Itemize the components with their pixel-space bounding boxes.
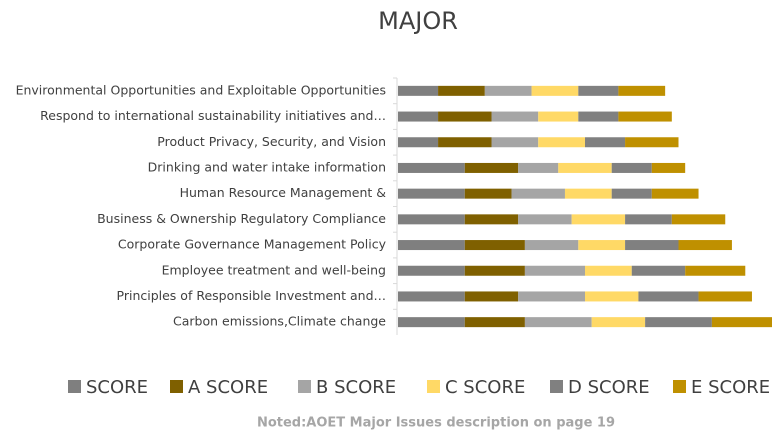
bar-segment: [464, 265, 525, 276]
legend-label: B SCORE: [316, 377, 396, 398]
note: Noted:AOET Major Issues description on p…: [257, 416, 615, 430]
category-label: Employee treatment and well-being: [162, 262, 386, 277]
bar-segment: [438, 111, 492, 122]
bar-segment: [518, 291, 585, 302]
bar-segment: [398, 265, 465, 276]
category-label: Principles of Responsible Investment and…: [117, 288, 386, 303]
bar-segment: [438, 85, 485, 96]
bar-segment: [651, 162, 686, 173]
bar-segment: [645, 317, 712, 328]
category-label: Environmental Opportunities and Exploita…: [16, 82, 386, 97]
chart-title: MAJOR: [378, 7, 458, 35]
bar-segment: [398, 85, 439, 96]
bar-segment: [585, 291, 639, 302]
legend-swatch: [68, 380, 81, 393]
bar-segment: [524, 240, 579, 251]
bar-segment: [685, 265, 746, 276]
category-label: Business & Ownership Regulatory Complian…: [97, 211, 386, 226]
bar-segment: [578, 240, 626, 251]
bar-segment: [558, 162, 612, 173]
legend-swatch: [550, 380, 563, 393]
bar-segment: [538, 137, 585, 148]
bar-segment: [711, 317, 772, 328]
bar-segment: [591, 317, 646, 328]
bar-segment: [631, 265, 686, 276]
bar-segment: [398, 291, 465, 302]
bar-segment: [678, 240, 732, 251]
bar-segment: [398, 240, 465, 251]
bar-segment: [531, 85, 579, 96]
bar-segment: [651, 188, 699, 199]
legend-label: E SCORE: [691, 377, 770, 398]
bar-segment: [671, 214, 726, 225]
bar-segment: [564, 188, 612, 199]
bar-segment: [398, 111, 439, 122]
bar-segment: [625, 137, 679, 148]
bar-segment: [524, 317, 592, 328]
bar-segment: [585, 265, 632, 276]
bar-segment: [491, 137, 539, 148]
bar-segment: [464, 291, 519, 302]
bar-segment: [611, 188, 652, 199]
bar-segment: [585, 137, 626, 148]
bar-segment: [464, 214, 519, 225]
bar-segment: [464, 317, 525, 328]
legend-swatch: [170, 380, 183, 393]
bar-segment: [571, 214, 626, 225]
legend-swatch: [298, 380, 311, 393]
bar-segment: [698, 291, 752, 302]
bar-segment: [578, 111, 619, 122]
legend-swatch: [673, 380, 686, 393]
category-label: Drinking and water intake information: [148, 159, 386, 174]
bar-segment: [398, 188, 465, 199]
bar-segment: [438, 137, 492, 148]
bar-segment: [625, 240, 679, 251]
bar-segment: [611, 162, 652, 173]
bar-segment: [618, 85, 666, 96]
bar-segment: [464, 188, 512, 199]
bar-segment: [398, 317, 465, 328]
legend-label: C SCORE: [445, 377, 525, 398]
bar-segment: [625, 214, 672, 225]
bar-segment: [511, 188, 565, 199]
bar-segment: [618, 111, 672, 122]
bar-segment: [538, 111, 579, 122]
legend-label: D SCORE: [568, 377, 650, 398]
bar-segment: [524, 265, 585, 276]
bar-segment: [398, 214, 465, 225]
legend-swatch: [427, 380, 440, 393]
category-label: Product Privacy, Security, and Vision: [157, 134, 386, 149]
bar-segment: [398, 162, 465, 173]
bar-segment: [491, 111, 539, 122]
category-label: Carbon emissions,Climate change: [173, 314, 386, 329]
bar-segment: [638, 291, 699, 302]
bar-segment: [484, 85, 532, 96]
bar-segment: [464, 162, 519, 173]
category-label: Respond to international sustainability …: [40, 108, 386, 123]
category-label: Corporate Governance Management Policy: [118, 237, 387, 252]
legend-label: SCORE: [86, 377, 148, 398]
legend-label: A SCORE: [188, 377, 268, 398]
bar-segment: [398, 137, 439, 148]
bar-segment: [464, 240, 525, 251]
bar-segment: [518, 162, 559, 173]
category-label: Human Resource Management &: [180, 185, 387, 200]
bar-segment: [518, 214, 572, 225]
bar-segment: [578, 85, 619, 96]
